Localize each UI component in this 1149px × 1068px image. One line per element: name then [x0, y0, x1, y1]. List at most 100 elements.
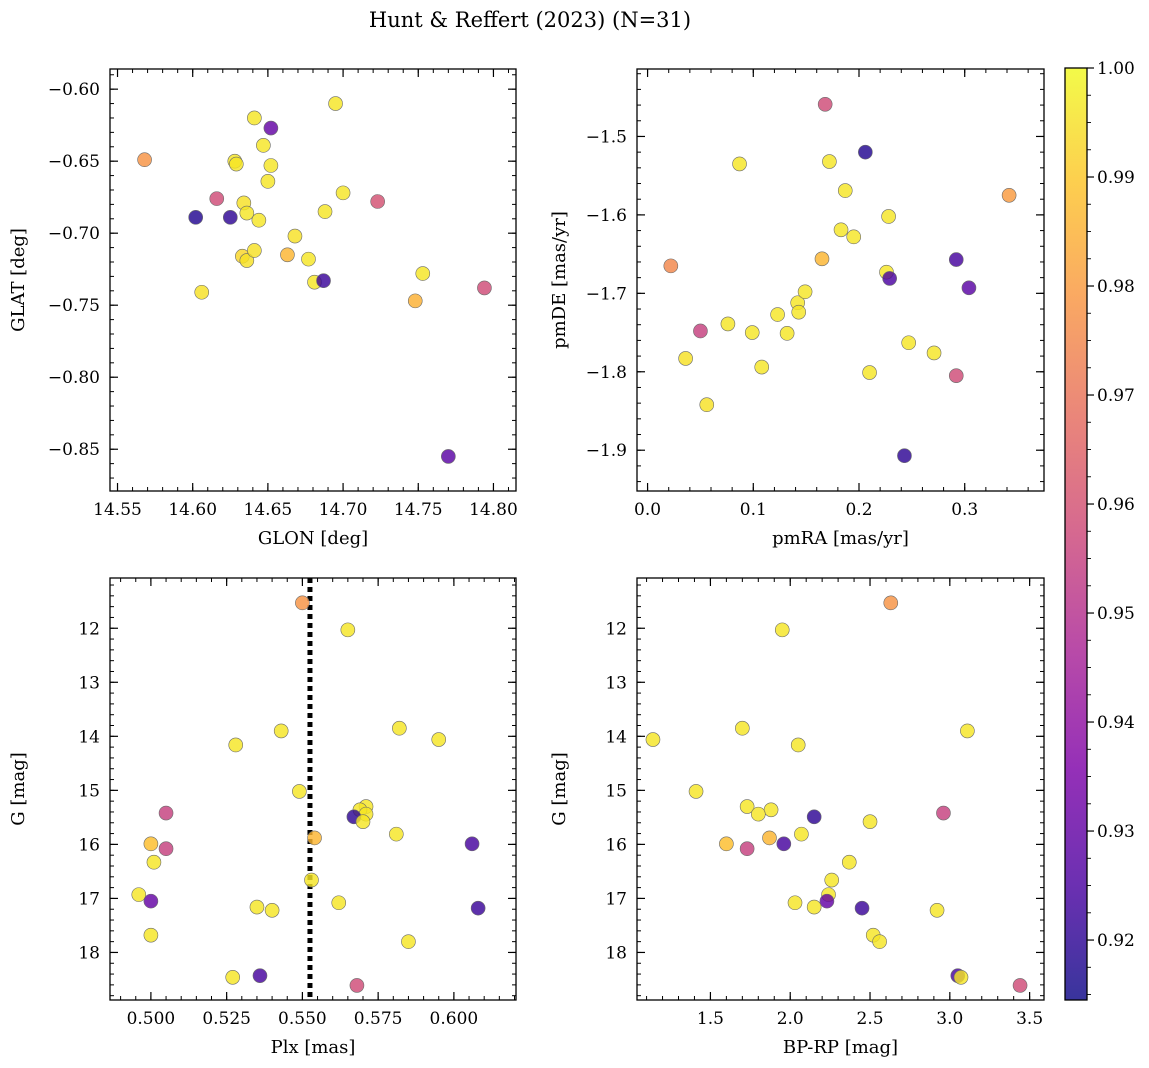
scatter-point — [158, 841, 174, 857]
plot-frame — [109, 577, 517, 1001]
scatter-point — [790, 737, 806, 753]
scatter-point — [229, 156, 244, 172]
scatter-point — [415, 266, 431, 281]
scatter-point — [251, 212, 267, 228]
colorbar-tick-label: 0.96 — [1097, 495, 1135, 515]
scatter-point — [260, 174, 276, 189]
y-tick-label: −1.7 — [586, 284, 627, 304]
panel-bprp-g: 1.5 2.0 2.5 3.0 3.5 12 13 14 15 16 17 18 BP-RP [mag]… — [549, 577, 1045, 1058]
x-tick-label: 0.600 — [430, 1009, 479, 1029]
colorbar-tick-label: 1.00 — [1097, 59, 1135, 79]
scatter-point — [331, 895, 347, 911]
scatter-point — [273, 723, 289, 739]
scatter-point — [249, 899, 265, 915]
scatter-point — [392, 720, 407, 736]
y-tick-label: −1.5 — [586, 127, 627, 147]
scatter-point — [719, 836, 734, 852]
y-tick-label: 14 — [78, 727, 100, 747]
x-tick-label: 2.0 — [777, 1009, 804, 1029]
x-axis-label: GLON [deg] — [258, 528, 368, 549]
scatter-point — [901, 335, 916, 351]
x-tick-label: 14.55 — [93, 500, 142, 520]
scatter-point — [739, 841, 755, 857]
scatter-point — [280, 247, 295, 263]
x-axis-label: Plx [mas] — [271, 1037, 356, 1058]
scatter-point — [776, 836, 792, 852]
scatter-point — [146, 854, 162, 870]
scatter-point — [263, 120, 279, 136]
scatter-point — [754, 359, 770, 375]
scatter-point — [824, 872, 840, 888]
scatter-point — [791, 304, 807, 320]
scatter-point — [872, 934, 887, 949]
scatter-point — [464, 836, 480, 852]
scatter-point — [774, 622, 790, 638]
x-tick-label: 0.2 — [845, 500, 872, 520]
scatter-point — [960, 723, 975, 739]
scatter-point — [470, 900, 486, 916]
plot-frame — [636, 68, 1045, 492]
x-tick-label: 3.5 — [1016, 1009, 1043, 1029]
scatter-point — [948, 252, 964, 267]
x-tick-label: 2.5 — [857, 1009, 884, 1029]
y-tick-label: 12 — [78, 619, 100, 639]
scatter-point — [936, 805, 951, 821]
scatter-point — [678, 351, 693, 366]
panel-glon-glat: 14.55 14.60 14.65 14.70 14.75 14.80 −0.60 −0.65… — [8, 68, 518, 549]
scatter-point — [222, 210, 238, 225]
colorbar-tick-label: 0.93 — [1097, 822, 1135, 842]
x-tick-label: 0.3 — [951, 500, 978, 520]
y-tick-label: −0.65 — [48, 152, 100, 172]
y-tick-label: 13 — [605, 673, 627, 693]
scatter-point — [794, 826, 809, 842]
x-tick-label: 1.5 — [697, 1009, 724, 1029]
x-tick-label: 0.0 — [634, 500, 661, 520]
x-tick-label: 14.60 — [168, 500, 217, 520]
scatter-point — [819, 893, 835, 909]
scatter-point — [239, 205, 255, 221]
scatter-point — [143, 836, 159, 852]
colorbar: 0.92 0.93 0.94 0.95 0.96 0.97 0.98 0.99 1.00 — [1064, 59, 1135, 1001]
scatter-point — [137, 152, 152, 168]
scatter-point — [688, 784, 704, 799]
scatter-point — [846, 229, 862, 245]
scatter-point — [295, 595, 310, 611]
scatter-point — [328, 96, 343, 111]
scatter-point — [292, 784, 307, 799]
scatter-point — [209, 191, 225, 206]
scatter-point — [882, 271, 897, 286]
y-tick-label: 15 — [78, 781, 100, 801]
panel-pmra-pmde: 0.0 0.1 0.2 0.3 −1.5 −1.6 −1.7 −1.8 −1.9 pmRA [ma… — [549, 68, 1045, 549]
scatter-point — [720, 316, 736, 332]
scatter-point — [926, 345, 942, 361]
scatter-point — [806, 809, 822, 825]
scatter-point — [645, 732, 661, 747]
scatter-point — [897, 448, 912, 464]
scatter-point — [817, 96, 833, 112]
scatter-point — [228, 737, 244, 753]
scatter-point — [837, 183, 853, 198]
colorbar-tick-label: 0.97 — [1097, 386, 1135, 406]
scatter-point — [948, 368, 964, 383]
colorbar-frame — [1064, 67, 1088, 1001]
scatter-point — [247, 110, 262, 126]
y-tick-label: −0.80 — [48, 368, 100, 388]
y-tick-label: 17 — [605, 889, 627, 909]
scatter-point — [732, 156, 747, 172]
scatter-point — [317, 204, 333, 219]
scatter-point — [441, 449, 456, 464]
scatter-point — [256, 138, 271, 153]
scatter-point — [143, 893, 159, 909]
y-tick-label: 12 — [605, 619, 627, 639]
y-tick-label: −0.75 — [48, 296, 100, 316]
y-axis-label: G [mag] — [549, 752, 570, 825]
x-tick-label: 0.500 — [127, 1009, 176, 1029]
y-tick-label: 17 — [78, 889, 100, 909]
scatter-point — [881, 209, 896, 224]
x-tick-label: 0.525 — [202, 1009, 251, 1029]
scatter-point — [349, 978, 365, 993]
scatter-point — [814, 251, 830, 267]
x-axis-label: BP-RP [mag] — [783, 1037, 898, 1058]
scatter-point — [762, 830, 777, 846]
scatter-point — [751, 806, 766, 822]
